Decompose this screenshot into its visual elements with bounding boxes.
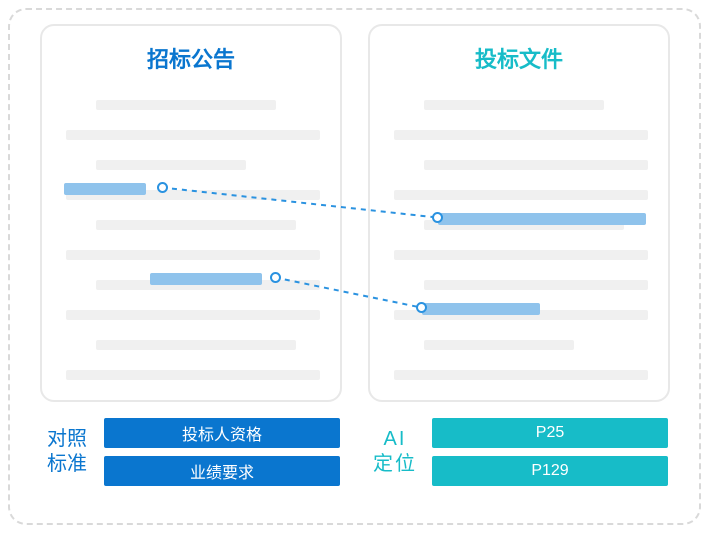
highlight-segment	[150, 273, 262, 285]
pill-p129: P129	[432, 456, 668, 486]
placeholder-line	[96, 100, 276, 110]
pill-bidder-qualification: 投标人资格	[104, 418, 340, 448]
compare-pills: 投标人资格 业绩要求	[104, 418, 340, 486]
compare-standard-label: 对照 标准	[40, 427, 94, 477]
highlight-segment	[438, 213, 646, 225]
panel-left-title: 招标公告	[66, 42, 316, 74]
bottom-right-group: AI 定位 P25 P129	[368, 418, 668, 486]
connector-dot	[270, 272, 281, 283]
placeholder-line	[66, 370, 320, 380]
placeholder-line	[96, 220, 296, 230]
connector-dot	[416, 302, 427, 313]
placeholder-line	[394, 370, 648, 380]
panel-right-title: 投标文件	[394, 42, 644, 74]
placeholder-line	[394, 130, 648, 140]
placeholder-line	[424, 340, 574, 350]
placeholder-line	[66, 250, 320, 260]
placeholder-line	[66, 130, 320, 140]
pill-p25: P25	[432, 418, 668, 448]
placeholder-line	[66, 310, 320, 320]
panel-left-body	[66, 100, 316, 380]
ai-locate-label: AI 定位	[368, 427, 422, 477]
highlight-segment	[422, 303, 540, 315]
panel-right-body	[394, 100, 644, 380]
compare-label-l2: 标准	[47, 453, 87, 475]
placeholder-line	[424, 160, 648, 170]
connector-dot	[157, 182, 168, 193]
ai-pills: P25 P129	[432, 418, 668, 486]
highlight-segment	[64, 183, 146, 195]
ai-label-l2: 定位	[373, 453, 417, 475]
compare-label-l1: 对照	[47, 428, 87, 450]
placeholder-line	[394, 190, 648, 200]
connector-dot	[432, 212, 443, 223]
panel-tender-announcement: 招标公告	[40, 24, 342, 402]
bottom-left-group: 对照 标准 投标人资格 业绩要求	[40, 418, 340, 486]
placeholder-line	[424, 280, 648, 290]
placeholder-line	[96, 160, 246, 170]
ai-label-l1: AI	[384, 428, 407, 450]
placeholder-line	[424, 100, 604, 110]
placeholder-line	[96, 340, 296, 350]
pill-performance-requirement: 业绩要求	[104, 456, 340, 486]
placeholder-line	[394, 250, 648, 260]
